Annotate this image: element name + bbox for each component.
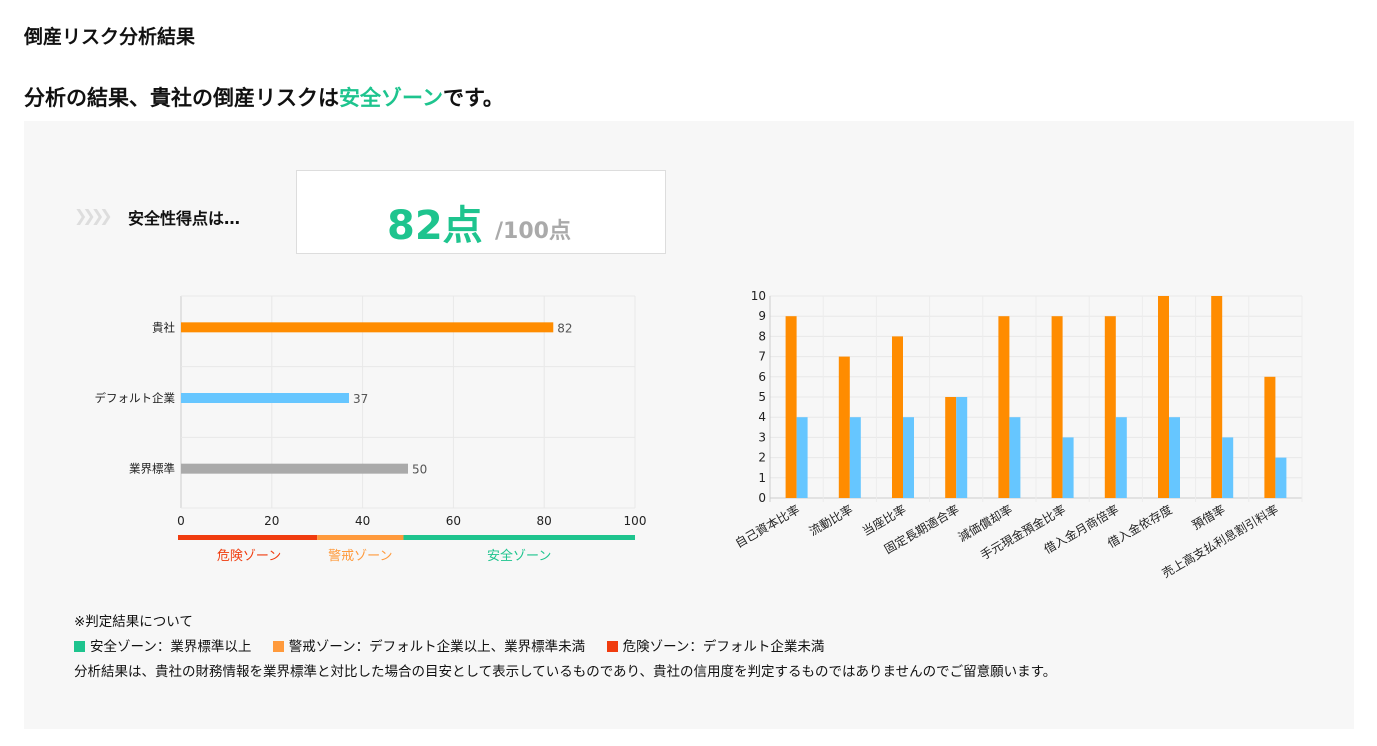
notes: ※判定結果について 安全ゾーン：業界標準以上 警戒ゾーン：デフォルト企業以上、業…: [74, 610, 1056, 685]
bar: [892, 336, 903, 498]
bar: [796, 417, 808, 498]
category-label: 自己資本比率: [732, 502, 802, 551]
y-tick-label: 1: [758, 471, 766, 485]
bar: [849, 417, 861, 498]
x-tick-label: 60: [446, 514, 461, 528]
zone-label: 危険ゾーン: [217, 549, 281, 564]
zone-bar: [403, 535, 635, 540]
disclaimer: 分析結果は、貴社の財務情報を業界標準と対比した場合の目安として表示しているもので…: [74, 664, 1057, 680]
zone-label: 安全ゾーン: [487, 548, 551, 564]
x-tick-label: 20: [264, 514, 279, 528]
bar: [1158, 296, 1169, 498]
y-tick-label: 8: [758, 329, 766, 343]
notes-heading: ※判定結果について: [74, 614, 193, 630]
bar: [1211, 296, 1223, 498]
category-label: 業界標準: [129, 462, 175, 476]
chevrons-icon: ❯❯❯❯: [74, 206, 113, 225]
bar: [1115, 417, 1127, 498]
bar: [1222, 437, 1234, 498]
y-tick-label: 9: [758, 309, 766, 323]
zone-legend: 安全ゾーン：業界標準以上 警戒ゾーン：デフォルト企業以上、業界標準未満 危険ゾー…: [74, 635, 1056, 660]
bar: [181, 463, 408, 474]
bar: [785, 316, 797, 498]
score-box: 82点 /100点: [296, 170, 666, 254]
result-zone: 安全ゾーン: [339, 86, 443, 110]
score-value: 82点: [387, 203, 483, 249]
x-tick-label: 0: [177, 514, 185, 528]
y-tick-label: 6: [758, 370, 766, 384]
bar: [956, 397, 968, 498]
score-max: /100点: [495, 219, 571, 244]
legend-swatch: [74, 641, 85, 652]
result-panel: [24, 121, 1354, 729]
bar: [181, 322, 554, 333]
y-tick-label: 0: [758, 491, 766, 505]
x-tick-label: 100: [624, 514, 647, 528]
category-label: 預借率: [1189, 502, 1228, 533]
bar: [1051, 316, 1063, 498]
bar: [181, 393, 349, 403]
score-label: 安全性得点は…: [128, 209, 241, 228]
result-heading: 分析の結果、貴社の倒産リスクは安全ゾーンです。: [24, 86, 504, 110]
y-tick-label: 5: [758, 390, 766, 404]
data-label: 50: [412, 463, 427, 477]
bar: [838, 356, 850, 498]
x-tick-label: 40: [355, 514, 370, 528]
legend-caution: 警戒ゾーン：デフォルト企業以上、業界標準未満: [272, 639, 585, 655]
data-label: 37: [353, 392, 368, 406]
bar: [1009, 417, 1021, 498]
bar: [945, 397, 957, 498]
zone-label: 警戒ゾーン: [328, 548, 392, 564]
zone-bar: [178, 535, 318, 540]
category-label: 貴社: [152, 320, 175, 334]
category-label: 手元現金預金比率: [977, 502, 1068, 563]
y-tick-label: 10: [751, 289, 766, 303]
bar: [1104, 316, 1116, 498]
bar: [903, 417, 914, 498]
legend-danger: 危険ゾーン：デフォルト企業未満: [606, 639, 824, 655]
x-tick-label: 80: [537, 514, 552, 528]
legend-swatch: [272, 641, 284, 652]
data-label: 82: [557, 321, 572, 335]
legend-swatch: [606, 641, 618, 652]
y-tick-label: 2: [758, 451, 766, 465]
zone-bar: [317, 535, 404, 540]
y-tick-label: 7: [758, 350, 766, 364]
bar: [1169, 417, 1180, 498]
y-tick-label: 4: [758, 410, 766, 424]
y-tick-label: 3: [758, 430, 766, 444]
bar: [1264, 376, 1276, 498]
legend-safe: 安全ゾーン：業界標準以上: [74, 639, 251, 655]
category-label: デフォルト企業: [95, 391, 176, 405]
bar: [1275, 457, 1287, 498]
category-label: 流動比率: [806, 502, 855, 539]
bar: [998, 316, 1010, 498]
bar: [1062, 437, 1074, 498]
page-title: 倒産リスク分析結果: [24, 26, 196, 48]
